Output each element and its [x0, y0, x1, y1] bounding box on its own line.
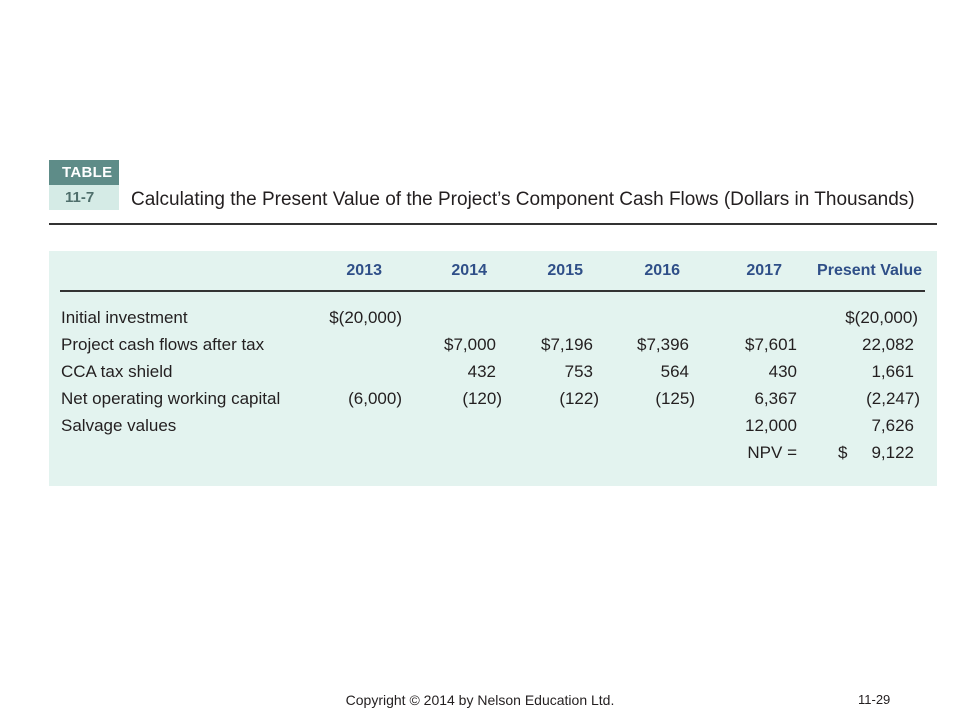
table-badge: TABLE 11-7 — [49, 160, 119, 210]
table-cell: 22,082 — [862, 335, 914, 354]
table-cell: $7,000 — [444, 335, 496, 354]
table-badge-number: 11-7 — [49, 185, 119, 210]
row-label-cca-tax-shield: CCA tax shield — [61, 362, 173, 381]
col-header-2014: 2014 — [451, 262, 487, 279]
npv-label: NPV = — [747, 443, 797, 462]
col-header-2013: 2013 — [346, 262, 382, 279]
table-cell: (2,247) — [866, 389, 920, 408]
page-number: 11-29 — [858, 692, 891, 707]
table-cell: 7,626 — [871, 416, 914, 435]
table-cell: $(20,000) — [329, 308, 402, 327]
npv-value: 9,122 — [871, 443, 914, 462]
table-cell: 753 — [564, 362, 593, 381]
table-badge-label: TABLE — [49, 160, 119, 185]
npv-currency: $ — [838, 443, 848, 462]
table-cell: $7,396 — [637, 335, 689, 354]
row-label-project-cash-flows: Project cash flows after tax — [61, 335, 265, 354]
table-cell: $7,196 — [541, 335, 593, 354]
table-cell: 6,367 — [754, 389, 797, 408]
col-header-present-value: Present Value — [817, 262, 922, 279]
table-cell: 12,000 — [745, 416, 797, 435]
table-title: Calculating the Present Value of the Pro… — [131, 189, 915, 210]
table-cell: $(20,000) — [845, 308, 918, 327]
row-label-net-operating-working-capital: Net operating working capital — [61, 389, 281, 408]
row-label-initial-investment: Initial investment — [61, 308, 188, 327]
table-cell: 430 — [768, 362, 797, 381]
col-header-2016: 2016 — [644, 262, 680, 279]
header-rule — [60, 290, 925, 292]
table-cell: 1,661 — [871, 362, 914, 381]
table-cell: (122) — [559, 389, 599, 408]
title-rule — [49, 223, 937, 225]
table-cell: (6,000) — [348, 389, 402, 408]
col-header-2017: 2017 — [746, 262, 782, 279]
table-cell: (125) — [655, 389, 695, 408]
table-cell: 432 — [467, 362, 496, 381]
table-cell: $7,601 — [745, 335, 797, 354]
table-cell: (120) — [462, 389, 502, 408]
row-label-salvage-values: Salvage values — [61, 416, 177, 435]
table-cell: 564 — [660, 362, 689, 381]
col-header-2015: 2015 — [547, 262, 583, 279]
copyright-footer: Copyright © 2014 by Nelson Education Ltd… — [345, 692, 615, 708]
